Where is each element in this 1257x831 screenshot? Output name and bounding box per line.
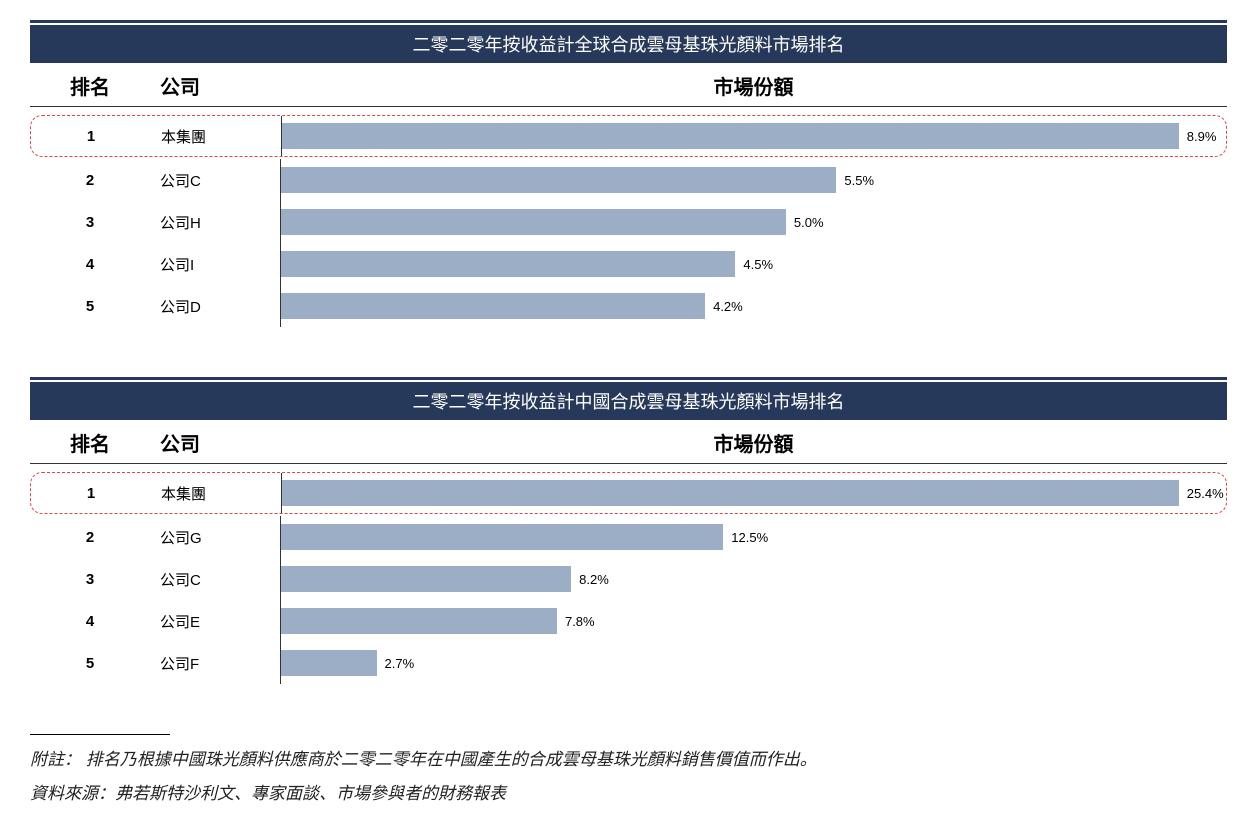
col-header-rank: 排名 xyxy=(30,428,150,457)
bar-label: 5.0% xyxy=(794,215,824,230)
cell-company: 公司H xyxy=(150,212,280,233)
cell-rank: 2 xyxy=(30,172,150,189)
table-row: 1本集團 25.4% xyxy=(30,472,1227,514)
col-header-rank: 排名 xyxy=(30,71,150,100)
cell-company: 本集團 xyxy=(151,483,281,504)
col-header-share: 市場份額 xyxy=(280,428,1227,457)
cell-company: 公司F xyxy=(150,653,280,674)
cell-bar-area: 4.2% xyxy=(280,285,1227,327)
bar xyxy=(281,293,705,319)
cell-bar-area: 5.0% xyxy=(280,201,1227,243)
bar-label: 2.7% xyxy=(385,656,415,671)
col-header-company: 公司 xyxy=(150,428,280,457)
bar xyxy=(281,167,836,193)
cell-company: 公司C xyxy=(150,569,280,590)
table-row: 5公司F 2.7% xyxy=(30,642,1227,684)
col-header-company: 公司 xyxy=(150,71,280,100)
bar-label: 8.2% xyxy=(579,572,609,587)
footnote-divider xyxy=(30,734,170,735)
bar-label: 5.5% xyxy=(844,173,874,188)
bar-label: 4.2% xyxy=(713,299,743,314)
cell-company: 本集團 xyxy=(151,126,281,147)
cell-rank: 3 xyxy=(30,214,150,231)
cell-rank: 1 xyxy=(31,128,151,145)
table-row: 4公司E 7.8% xyxy=(30,600,1227,642)
chart-title: 二零二零年按收益計中國合成雲母基珠光顏料市場排名 xyxy=(30,382,1227,420)
table-row: 3公司H 5.0% xyxy=(30,201,1227,243)
bar-label: 25.4% xyxy=(1187,486,1224,501)
cell-bar-area: 2.7% xyxy=(280,642,1227,684)
cell-rank: 4 xyxy=(30,613,150,630)
cell-company: 公司E xyxy=(150,611,280,632)
chart-column-headers: 排名公司市場份額 xyxy=(30,420,1227,464)
cell-bar-area: 25.4% xyxy=(281,473,1226,513)
bar-label: 12.5% xyxy=(731,530,768,545)
bar xyxy=(281,524,723,550)
cell-bar-area: 12.5% xyxy=(280,516,1227,558)
table-row: 1本集團 8.9% xyxy=(30,115,1227,157)
table-row: 3公司C 8.2% xyxy=(30,558,1227,600)
cell-rank: 5 xyxy=(30,655,150,672)
table-row: 4公司I 4.5% xyxy=(30,243,1227,285)
chart-body: 1本集團 25.4% 2公司G 12.5% 3公司C 8.2% 4公司E 7.8% 5公司F 2.… xyxy=(30,464,1227,684)
table-row: 2公司C 5.5% xyxy=(30,159,1227,201)
cell-rank: 4 xyxy=(30,256,150,273)
chart-header-topline xyxy=(30,20,1227,23)
cell-rank: 2 xyxy=(30,529,150,546)
chart-1: 二零二零年按收益計中國合成雲母基珠光顏料市場排名排名公司市場份額1本集團25.4… xyxy=(30,377,1227,684)
bar xyxy=(282,123,1179,149)
col-header-share: 市場份額 xyxy=(280,71,1227,100)
cell-company: 公司C xyxy=(150,170,280,191)
cell-company: 公司D xyxy=(150,296,280,317)
chart-title: 二零二零年按收益計全球合成雲母基珠光顏料市場排名 xyxy=(30,25,1227,63)
charts-root: 二零二零年按收益計全球合成雲母基珠光顏料市場排名排名公司市場份額1本集團8.9%… xyxy=(30,20,1227,684)
chart-column-headers: 排名公司市場份額 xyxy=(30,63,1227,107)
chart-header-topline xyxy=(30,377,1227,380)
cell-rank: 1 xyxy=(31,485,151,502)
cell-bar-area: 8.9% xyxy=(281,116,1226,156)
cell-bar-area: 8.2% xyxy=(280,558,1227,600)
bar xyxy=(282,480,1179,506)
bar-label: 4.5% xyxy=(743,257,773,272)
chart-body: 1本集團 8.9% 2公司C 5.5% 3公司H 5.0% 4公司I 4.5% 5公司D 4.2% xyxy=(30,107,1227,327)
bar xyxy=(281,608,557,634)
bar-label: 7.8% xyxy=(565,614,595,629)
footnotes-section: 附註： 排名乃根據中國珠光顏料供應商於二零二零年在中國產生的合成雲母基珠光顏料銷… xyxy=(30,734,1227,811)
bar xyxy=(281,209,786,235)
cell-rank: 5 xyxy=(30,298,150,315)
cell-bar-area: 4.5% xyxy=(280,243,1227,285)
cell-bar-area: 5.5% xyxy=(280,159,1227,201)
cell-company: 公司G xyxy=(150,527,280,548)
chart-0: 二零二零年按收益計全球合成雲母基珠光顏料市場排名排名公司市場份額1本集團8.9%… xyxy=(30,20,1227,327)
footnote-note: 附註： 排名乃根據中國珠光顏料供應商於二零二零年在中國產生的合成雲母基珠光顏料銷… xyxy=(30,743,1227,777)
bar xyxy=(281,566,571,592)
cell-company: 公司I xyxy=(150,254,280,275)
bar xyxy=(281,251,735,277)
table-row: 5公司D 4.2% xyxy=(30,285,1227,327)
cell-rank: 3 xyxy=(30,571,150,588)
cell-bar-area: 7.8% xyxy=(280,600,1227,642)
bar xyxy=(281,650,377,676)
bar-label: 8.9% xyxy=(1187,129,1217,144)
table-row: 2公司G 12.5% xyxy=(30,516,1227,558)
footnote-source: 資料來源：弗若斯特沙利文、專家面談、市場參與者的財務報表 xyxy=(30,777,1227,811)
